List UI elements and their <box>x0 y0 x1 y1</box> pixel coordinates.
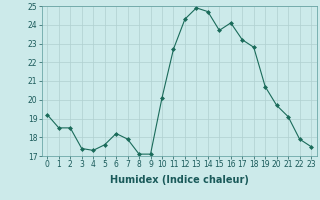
X-axis label: Humidex (Indice chaleur): Humidex (Indice chaleur) <box>110 175 249 185</box>
